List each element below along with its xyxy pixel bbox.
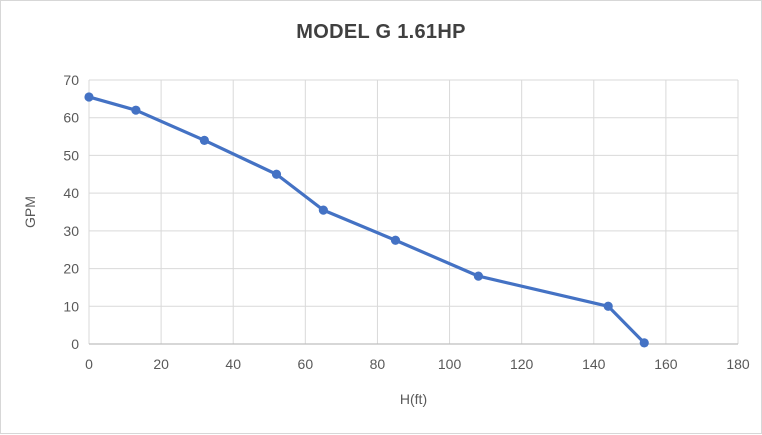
data-point (390, 235, 401, 245)
data-point (603, 301, 613, 311)
x-tick-label: 40 (225, 356, 241, 372)
y-axis-title: GPM (22, 196, 38, 228)
data-point (84, 92, 94, 102)
x-tick-label: 100 (438, 356, 462, 372)
y-tick-label: 50 (63, 147, 79, 163)
x-tick-label: 80 (370, 356, 386, 372)
data-point (639, 338, 649, 348)
x-tick-label: 160 (654, 356, 678, 372)
y-tick-label: 20 (63, 261, 79, 277)
x-tick-label: 140 (582, 356, 606, 372)
x-tick-label: 60 (298, 356, 314, 372)
data-point (131, 105, 141, 115)
data-point (271, 169, 282, 179)
y-tick-label: 0 (71, 336, 79, 352)
data-point (473, 271, 483, 281)
y-tick-label: 10 (63, 298, 79, 314)
x-tick-label: 120 (510, 356, 534, 372)
y-tick-label: 60 (63, 110, 79, 126)
data-point (199, 135, 209, 145)
x-tick-label: 20 (153, 356, 169, 372)
x-tick-label: 180 (726, 356, 750, 372)
y-tick-label: 70 (63, 72, 79, 88)
data-point (318, 205, 328, 215)
x-axis-title: H(ft) (400, 391, 427, 407)
y-tick-label: 40 (63, 185, 79, 201)
x-tick-label: 0 (85, 356, 93, 372)
y-tick-label: 30 (63, 223, 79, 239)
chart-title: MODEL G 1.61HP (296, 21, 466, 43)
